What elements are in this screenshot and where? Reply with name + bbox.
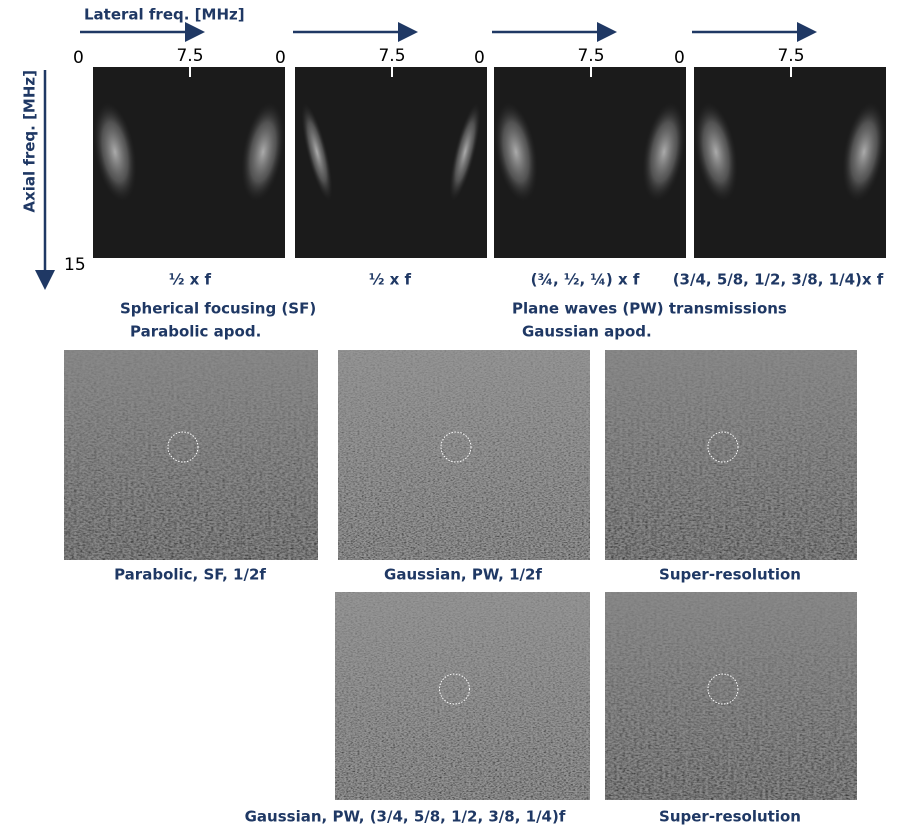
caption: Gaussian, PW, (3/4, 5/8, 1/2, 3/8, 1/4)f <box>245 808 566 826</box>
group-label: Plane waves (PW) transmissions <box>512 300 787 318</box>
tick: 0 <box>674 48 685 68</box>
image-speckle <box>605 350 857 560</box>
image-speckle <box>335 592 590 800</box>
caption: (¾, ½, ¼) x f <box>531 271 640 289</box>
caption: Gaussian, PW, 1/2f <box>384 566 542 584</box>
axial-label: Axial freq. [MHz] <box>21 70 39 213</box>
tick: 0 <box>275 48 286 68</box>
tick: 0 <box>73 48 84 68</box>
tick: 7.5 <box>176 46 203 66</box>
caption: ½ x f <box>369 271 412 289</box>
caption: Super-resolution <box>659 566 801 584</box>
caption: Parabolic, SF, 1/2f <box>114 566 266 584</box>
image-speckle <box>605 592 857 800</box>
figure: Lateral freq. [MHz] Axial freq. [MHz] 15… <box>0 0 919 830</box>
caption: (3/4, 5/8, 1/2, 3/8, 1/4)x f <box>673 271 884 289</box>
image-speckle <box>64 350 318 560</box>
tick: 0 <box>474 48 485 68</box>
image-speckle <box>338 350 590 560</box>
group-label: Gaussian apod. <box>522 323 652 341</box>
group-label: Parabolic apod. <box>130 323 261 341</box>
tick: 7.5 <box>577 46 604 66</box>
group-label: Spherical focusing (SF) <box>120 300 316 318</box>
caption: ½ x f <box>169 271 212 289</box>
tick: 7.5 <box>777 46 804 66</box>
axial-end: 15 <box>64 255 86 275</box>
caption: Super-resolution <box>659 808 801 826</box>
tick: 7.5 <box>378 46 405 66</box>
lateral-label: Lateral freq. [MHz] <box>84 6 245 24</box>
